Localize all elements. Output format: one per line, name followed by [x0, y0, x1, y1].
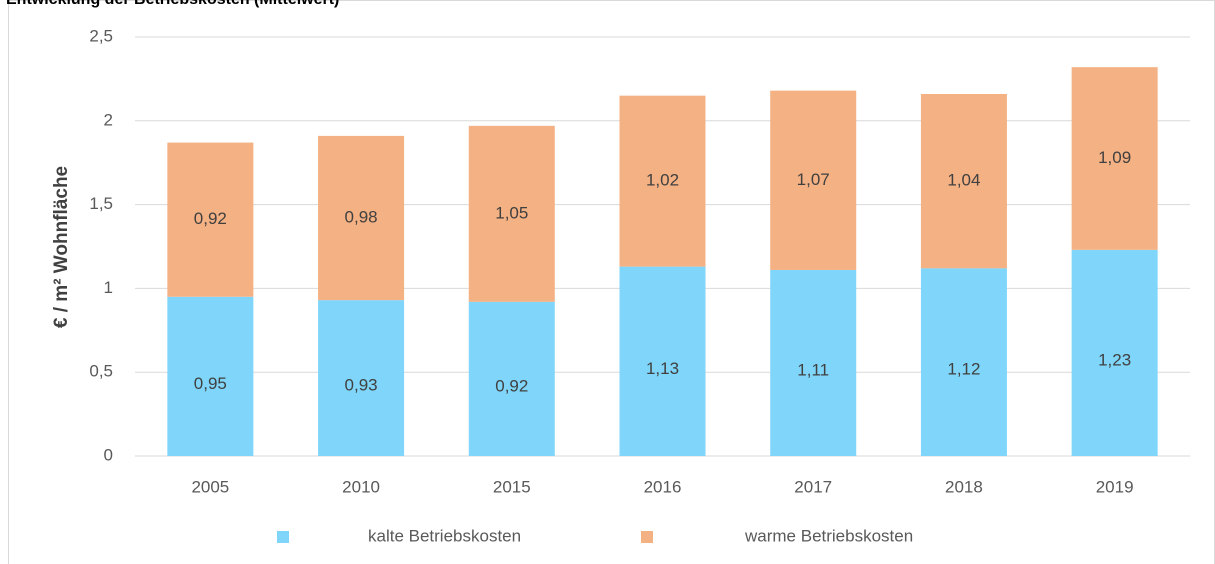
- data-label: 1,23: [1098, 350, 1131, 369]
- data-label: 1,12: [947, 360, 980, 379]
- bar-segment: [167, 142, 254, 297]
- data-label: 1,02: [646, 171, 679, 190]
- bar-segment: [770, 90, 857, 270]
- bar-segment: [619, 266, 706, 456]
- data-label: 0,95: [194, 374, 227, 393]
- data-label: 0,98: [345, 207, 378, 226]
- data-label: 1,04: [947, 171, 980, 190]
- y-tick-label: 2: [104, 110, 113, 129]
- y-axis-label: € / m² Wohnfläche: [51, 166, 72, 328]
- x-tick-label: 2010: [342, 477, 380, 496]
- legend-label: kalte Betriebskosten: [368, 526, 521, 545]
- bar-segment: [468, 301, 555, 456]
- x-tick-label: 2018: [945, 477, 983, 496]
- bar-segment: [1071, 249, 1158, 456]
- legend-label: warme Betriebskosten: [744, 526, 913, 545]
- bar-segment: [920, 93, 1007, 269]
- chart-title: Entwicklung der Betriebskosten (Mittelwe…: [6, 0, 339, 8]
- data-label: 1,11: [797, 360, 829, 379]
- x-tick-label: 2015: [493, 477, 531, 496]
- data-label: 1,13: [646, 359, 679, 378]
- y-tick-label: 0,5: [89, 362, 113, 381]
- y-tick-label: 1: [104, 278, 113, 297]
- data-label: 0,92: [194, 209, 227, 228]
- bar-segment: [770, 269, 857, 456]
- data-label: 1,05: [495, 203, 528, 222]
- data-label: 0,93: [345, 376, 378, 395]
- bar-segment: [468, 125, 555, 302]
- y-tick-label: 1,5: [89, 194, 113, 213]
- y-tick-label: 2,5: [89, 26, 113, 45]
- data-label: 1,07: [797, 170, 830, 189]
- bar-segment: [920, 268, 1007, 456]
- x-tick-label: 2017: [794, 477, 832, 496]
- legend-swatch: [641, 531, 653, 543]
- legend-swatch: [277, 531, 289, 543]
- x-tick-label: 2005: [191, 477, 229, 496]
- bar-segment: [318, 135, 405, 301]
- y-tick-label: 0: [104, 445, 113, 464]
- bar-segment: [1071, 67, 1158, 250]
- x-tick-label: 2019: [1096, 477, 1134, 496]
- x-tick-label: 2016: [644, 477, 682, 496]
- data-label: 0,92: [495, 376, 528, 395]
- bar-segment: [318, 300, 405, 456]
- bar-segment: [167, 296, 254, 456]
- bar-segment: [619, 95, 706, 267]
- data-label: 1,09: [1098, 148, 1131, 167]
